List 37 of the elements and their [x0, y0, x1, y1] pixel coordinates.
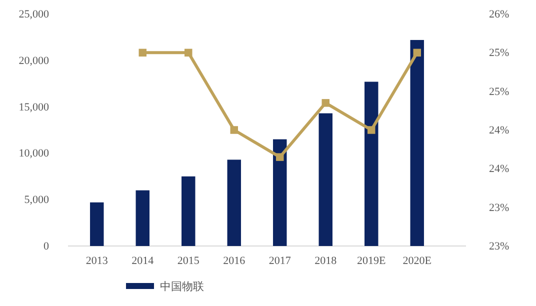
point — [230, 126, 238, 134]
point — [276, 153, 284, 161]
x-tick-label: 2015 — [177, 254, 200, 267]
y2-tick-label: 24% — [489, 124, 510, 137]
point — [138, 48, 147, 57]
y2-tick-label: 23% — [489, 240, 510, 253]
x-tick-label: 2019E — [357, 254, 386, 267]
point — [184, 48, 192, 57]
y-tick-label: 20,000 — [18, 54, 50, 67]
bar — [90, 202, 104, 246]
bar — [227, 160, 241, 246]
y-tick-label: 25,000 — [18, 8, 50, 21]
x-tick-label: 2013 — [86, 254, 108, 267]
y-tick-label: 15,000 — [18, 101, 50, 114]
point — [322, 99, 330, 107]
bar — [182, 176, 196, 246]
point — [413, 48, 421, 57]
y2-tick-label: 25% — [489, 47, 510, 60]
x-tick-label: 2017 — [268, 254, 292, 267]
y-tick-label: 10,000 — [18, 148, 50, 160]
bar — [410, 40, 424, 246]
y2-tick-label: 25% — [489, 86, 510, 98]
legend-label: 中国物联 — [160, 280, 204, 293]
bar — [273, 139, 287, 246]
y-tick-label: 5,000 — [24, 194, 50, 206]
x-tick-label: 2018 — [314, 254, 338, 267]
bar — [136, 190, 150, 246]
bar — [318, 113, 332, 246]
bar — [364, 82, 378, 246]
x-tick-label: 2016 — [223, 254, 246, 267]
y-tick-label: 0 — [44, 240, 50, 253]
y2-tick-label: 24% — [489, 163, 510, 176]
point — [367, 126, 376, 134]
x-tick-label: 2020E — [402, 254, 432, 267]
y2-tick-label: 26% — [489, 8, 510, 21]
x-tick-label: 2014 — [132, 254, 154, 267]
y2-tick-label: 23% — [489, 202, 510, 214]
